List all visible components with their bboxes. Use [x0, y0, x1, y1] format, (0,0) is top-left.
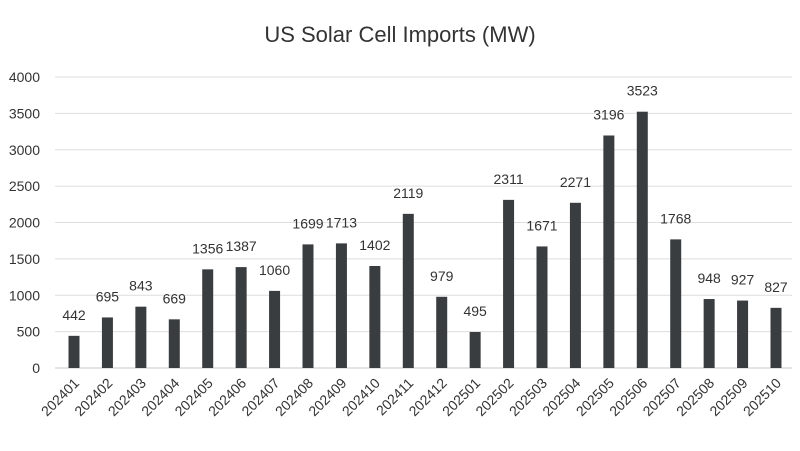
bar: [770, 307, 782, 368]
data-label: 669: [163, 290, 187, 306]
data-label: 1060: [259, 262, 290, 278]
y-tick-label: 1000: [9, 287, 40, 303]
data-label: 2119: [393, 185, 423, 201]
data-label: 495: [463, 303, 487, 319]
data-label: 1713: [326, 214, 357, 230]
y-tick-label: 500: [17, 324, 41, 340]
data-label: 927: [731, 272, 755, 288]
bar: [603, 135, 615, 368]
data-label: 442: [62, 307, 86, 323]
y-tick-label: 3000: [9, 142, 40, 158]
chart-title: US Solar Cell Imports (MW): [264, 22, 535, 47]
bar: [703, 299, 715, 368]
data-label: 2311: [494, 171, 524, 187]
y-tick-label: 1500: [9, 251, 40, 267]
bar: [235, 267, 247, 368]
bar: [503, 199, 515, 368]
data-label: 3196: [593, 106, 624, 122]
bar: [68, 335, 80, 368]
bar: [536, 246, 548, 368]
data-label: 3523: [627, 83, 658, 99]
bar: [737, 300, 749, 368]
bar: [269, 290, 281, 368]
bar: [202, 269, 214, 368]
bar: [636, 111, 648, 368]
data-label: 1768: [660, 210, 691, 226]
bar: [670, 239, 682, 368]
bar: [402, 213, 414, 368]
data-label: 827: [764, 279, 788, 295]
bar: [469, 331, 481, 368]
bar: [135, 306, 147, 368]
data-label: 843: [129, 278, 153, 294]
data-label: 979: [430, 268, 454, 284]
x-tick-label: 202410: [339, 375, 383, 419]
data-label: 1671: [526, 217, 557, 233]
bar: [436, 296, 448, 368]
data-label: 1387: [226, 238, 257, 254]
bar: [335, 243, 347, 368]
x-tick-label: 202510: [740, 375, 784, 419]
data-label: 1356: [192, 240, 223, 256]
y-tick-label: 2500: [9, 178, 40, 194]
data-label: 695: [96, 288, 120, 304]
data-label: 948: [697, 270, 721, 286]
y-tick-label: 3500: [9, 105, 40, 121]
bar: [168, 319, 180, 368]
y-tick-label: 4000: [9, 69, 40, 85]
data-label: 1402: [359, 237, 390, 253]
bar: [302, 244, 314, 368]
y-tick-label: 2000: [9, 215, 40, 231]
y-tick-label: 0: [32, 360, 40, 376]
data-label: 1699: [292, 215, 323, 231]
data-label: 2271: [560, 174, 591, 190]
bar: [369, 266, 381, 368]
bar: [101, 317, 113, 368]
bar: [569, 202, 581, 368]
